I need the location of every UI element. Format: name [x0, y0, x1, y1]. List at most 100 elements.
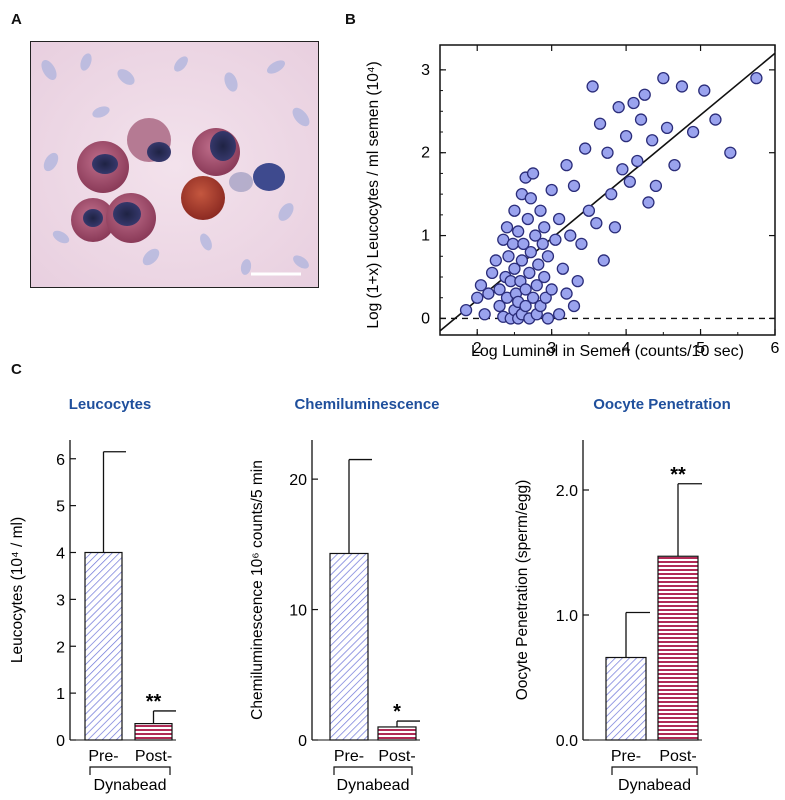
- data-point: [524, 192, 537, 205]
- data-point: [619, 129, 633, 143]
- data-point: [526, 167, 540, 180]
- bar-post: [377, 726, 417, 741]
- data-point: [541, 312, 555, 325]
- bar-post: [657, 555, 699, 741]
- y-tick-label: 0: [421, 310, 430, 327]
- data-point: [502, 250, 515, 263]
- bar-chart-leucocytes: Leucocytes 0 1 2 3 4 5 6 Leucocytes (10⁴ / ml) Pr…: [9, 396, 176, 794]
- category-label: Post-: [659, 748, 696, 765]
- data-point: [500, 221, 514, 234]
- data-point: [586, 80, 599, 93]
- data-point: [556, 262, 569, 275]
- data-point: [638, 88, 651, 101]
- data-point: [646, 134, 659, 147]
- data-point: [631, 154, 644, 168]
- data-point: [545, 183, 558, 197]
- data-point: [668, 158, 681, 172]
- bar-chart-oocyte-penetration: Oocyte Penetration 0.0 1.0 2.0 Oocyte Penetr…: [514, 396, 731, 794]
- panel-letter-a: A: [11, 11, 22, 28]
- data-point: [532, 258, 545, 271]
- x-tick-label: 3: [547, 340, 556, 357]
- category-label: Pre-: [88, 748, 118, 765]
- y-tick-label: 5: [56, 499, 65, 516]
- data-point: [750, 71, 763, 85]
- data-point: [493, 283, 506, 296]
- data-point: [579, 142, 592, 155]
- category-label: Post-: [135, 748, 172, 765]
- data-point: [523, 266, 536, 280]
- data-point: [519, 299, 532, 313]
- significance-marker: **: [670, 464, 686, 486]
- y-tick-label: 2: [421, 145, 430, 162]
- data-point: [459, 303, 473, 317]
- plot-frame: [439, 44, 776, 336]
- data-point: [541, 250, 555, 263]
- y-tick-label: 0.0: [556, 733, 578, 750]
- data-point: [515, 254, 529, 267]
- panel-letter-c: C: [11, 361, 22, 378]
- data-point: [657, 71, 670, 85]
- y-tick-label: 0: [56, 733, 65, 750]
- x-tick-label: 6: [771, 340, 780, 357]
- panel-letter-b: B: [345, 11, 356, 28]
- bar-pre: [329, 552, 369, 741]
- category-label: Pre-: [611, 748, 641, 765]
- data-point: [552, 212, 566, 226]
- data-point: [539, 291, 552, 304]
- data-point: [517, 237, 530, 251]
- data-point: [512, 225, 525, 238]
- data-point: [471, 291, 484, 304]
- data-point: [597, 254, 610, 267]
- data-point: [627, 96, 640, 110]
- data-point: [524, 245, 537, 259]
- y-tick-label: 4: [56, 546, 65, 563]
- data-point: [709, 113, 722, 126]
- group-label: Dynabead: [94, 777, 167, 794]
- group-bracket: [611, 766, 698, 775]
- chart-title: Oocyte Penetration: [593, 396, 731, 413]
- category-label: Pre-: [334, 748, 364, 765]
- data-point: [634, 113, 648, 126]
- data-point: [608, 221, 622, 234]
- x-tick-label: 5: [696, 340, 705, 357]
- data-point: [485, 266, 499, 280]
- data-point: [508, 262, 521, 275]
- significance-marker: *: [393, 701, 401, 723]
- data-point: [560, 158, 573, 172]
- data-point: [724, 146, 737, 159]
- bar-pre: [84, 551, 123, 741]
- y-axis-label: Chemiluminescence 10⁶ counts/5 min: [249, 460, 266, 720]
- chart-title: Leucocytes: [69, 396, 152, 413]
- data-point: [489, 254, 502, 267]
- data-point: [649, 179, 663, 193]
- data-point: [474, 279, 488, 292]
- data-point: [552, 308, 566, 321]
- y-tick-label: 2.0: [556, 483, 578, 500]
- y-axis-label: Log (1+x) Leucocytes / ml semen (10⁴): [365, 61, 382, 328]
- y-tick-label: 20: [289, 472, 307, 489]
- significance-marker: **: [146, 691, 162, 713]
- data-point: [545, 283, 558, 296]
- data-point: [642, 196, 655, 209]
- data-point: [534, 204, 547, 217]
- y-tick-label: 3: [421, 62, 430, 79]
- data-point: [623, 175, 636, 188]
- data-point: [526, 291, 540, 304]
- data-point: [660, 121, 674, 135]
- y-tick-label: 1.0: [556, 608, 578, 625]
- data-point: [686, 125, 700, 139]
- data-point: [536, 237, 549, 251]
- y-axis-label: Leucocytes (10⁴ / ml): [9, 517, 26, 663]
- group-label: Dynabead: [337, 777, 410, 794]
- data-point: [549, 233, 562, 246]
- y-tick-label: 6: [56, 452, 65, 469]
- category-label: Post-: [378, 748, 415, 765]
- data-point: [478, 308, 491, 321]
- data-point: [675, 80, 689, 93]
- y-tick-label: 2: [56, 639, 65, 656]
- y-axis-label: Oocyte Penetration (sperm/egg): [514, 480, 531, 701]
- group-label: Dynabead: [618, 777, 691, 794]
- data-point: [493, 299, 506, 313]
- data-point: [593, 117, 607, 130]
